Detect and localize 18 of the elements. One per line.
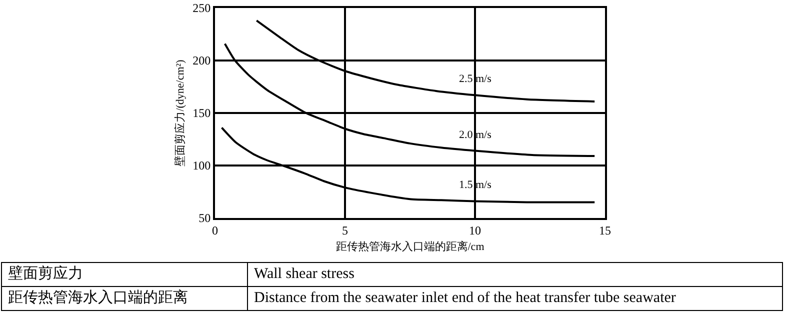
- x-axis-title: 距传热管海水入口端的距离/cm: [336, 240, 485, 254]
- x-tick-label: 15: [599, 223, 611, 238]
- text: Distance from the seawater inlet end of the heat transfer tube seawater: [248, 286, 782, 310]
- x-tick-label: 10: [469, 223, 481, 238]
- y-tick-label: 250: [192, 1, 211, 16]
- series-label: 2.5 m/s: [459, 73, 492, 85]
- y-axis-title: 壁面剪应力/(dyne/cm²): [174, 59, 187, 166]
- text: 壁面剪应力: [2, 262, 248, 286]
- y-tick-label: 100: [192, 158, 211, 173]
- series-label: 2.0 m/s: [459, 129, 492, 141]
- x-tick-label: 5: [342, 223, 348, 238]
- series-label: 1.5 m/s: [459, 179, 492, 191]
- y-tick-label: 150: [192, 106, 211, 120]
- x-tick-label: 0: [212, 223, 218, 238]
- text: 距传热管海水入口端的距离: [2, 286, 248, 310]
- text: Wall shear stress: [248, 262, 782, 286]
- y-tick-label: 50: [198, 211, 211, 226]
- y-tick-label: 200: [192, 54, 211, 68]
